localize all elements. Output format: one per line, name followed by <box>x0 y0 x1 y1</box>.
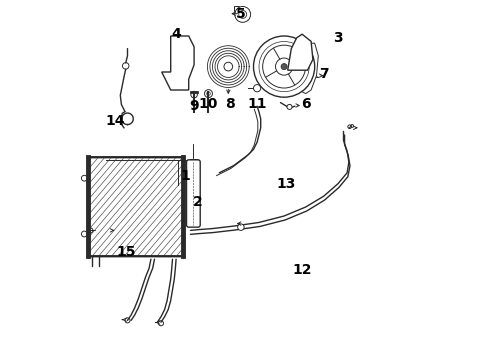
Text: 1: 1 <box>180 170 189 183</box>
Bar <box>88 157 183 256</box>
Text: 4: 4 <box>171 27 181 41</box>
Polygon shape <box>282 43 318 94</box>
Circle shape <box>204 90 212 98</box>
Text: 9: 9 <box>189 99 199 113</box>
Text: 2: 2 <box>192 195 202 208</box>
Text: 3: 3 <box>333 31 342 45</box>
Bar <box>88 157 183 256</box>
Circle shape <box>190 91 197 98</box>
Circle shape <box>234 6 250 22</box>
Text: 11: 11 <box>247 98 266 111</box>
FancyBboxPatch shape <box>186 160 200 227</box>
Text: 6: 6 <box>300 98 310 111</box>
Circle shape <box>81 175 87 181</box>
Text: 15: 15 <box>116 245 135 259</box>
Text: 8: 8 <box>225 98 235 111</box>
Circle shape <box>237 224 244 230</box>
Text: 10: 10 <box>199 98 218 111</box>
Polygon shape <box>287 34 312 70</box>
Bar <box>88 157 183 256</box>
Text: 14: 14 <box>105 114 124 127</box>
Circle shape <box>306 73 311 78</box>
Circle shape <box>275 58 292 75</box>
Circle shape <box>281 64 286 70</box>
Text: 12: 12 <box>292 263 311 277</box>
Circle shape <box>224 62 232 71</box>
Text: 13: 13 <box>276 177 295 190</box>
Polygon shape <box>162 36 194 90</box>
Circle shape <box>286 104 291 109</box>
Circle shape <box>253 36 314 97</box>
Text: 7: 7 <box>318 67 328 81</box>
Circle shape <box>81 231 87 237</box>
Text: 5: 5 <box>236 8 245 21</box>
